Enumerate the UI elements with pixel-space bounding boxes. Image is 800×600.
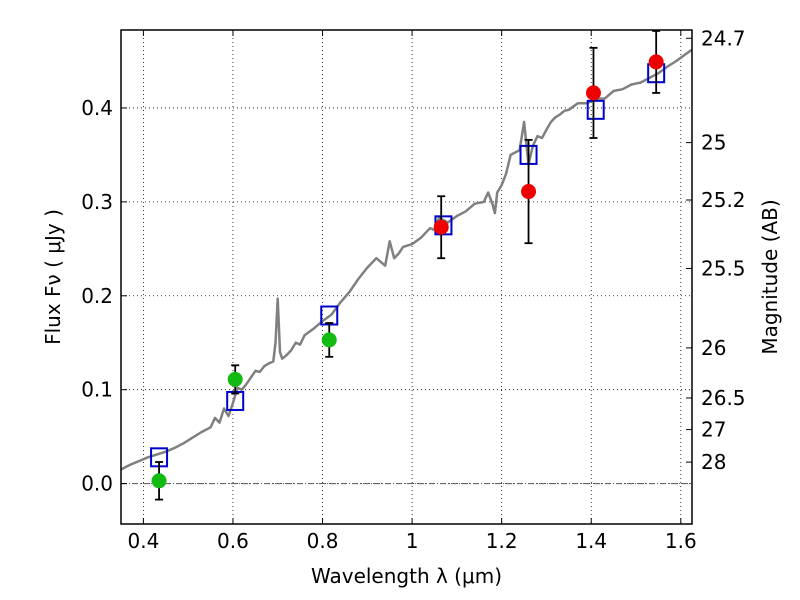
model-photometry-square — [586, 99, 605, 120]
x-tick-label: 1 — [406, 529, 419, 553]
y-tick-label: 0.0 — [81, 472, 113, 496]
y-axis-ticks: 0.0 0.1 0.2 0.3 0.4 — [81, 96, 127, 496]
magnitude-tick-label: 25.5 — [701, 256, 746, 280]
magnitude-tick-label: 26 — [701, 336, 726, 360]
magnitude-tick-label: 25 — [701, 131, 726, 155]
nir-photometry-point — [521, 184, 537, 200]
nir-photometry-point — [433, 219, 449, 235]
x-tick-label: 0.6 — [217, 529, 249, 553]
magnitude-axis-label: Magnitude (AB) — [758, 199, 782, 354]
magnitude-tick-label: 24.7 — [701, 26, 746, 50]
magnitude-axis-ticks: 24.7 25 25.2 25.5 26 26.5 27 28 — [686, 26, 746, 474]
nir-photometry-point — [585, 85, 601, 101]
y-tick-label: 0.2 — [81, 284, 113, 308]
x-tick-label: 0.4 — [127, 529, 159, 553]
x-tick-label: 1.4 — [575, 529, 607, 553]
spectrum-line — [120, 48, 693, 471]
magnitude-tick-label: 28 — [701, 450, 726, 474]
optical-photometry-point — [321, 332, 337, 348]
x-axis-ticks: 0.4 0.6 0.8 1 1.2 1.4 1.6 — [127, 30, 697, 553]
y-tick-label: 0.3 — [81, 190, 113, 214]
optical-photometry-point — [151, 473, 167, 489]
optical-photometry-point — [227, 371, 243, 387]
y-axis-label: Flux Fν ( μJy ) — [41, 209, 65, 345]
x-tick-label: 1.2 — [486, 529, 518, 553]
y-tick-label: 0.4 — [81, 96, 113, 120]
grid — [121, 30, 692, 524]
plot-area — [120, 30, 693, 501]
x-tick-label: 0.8 — [307, 529, 339, 553]
y-tick-label: 0.1 — [81, 378, 113, 402]
nir-photometry-point — [648, 54, 664, 70]
magnitude-tick-label: 26.5 — [701, 386, 746, 410]
magnitude-tick-label: 25.2 — [701, 188, 746, 212]
x-axis-label: Wavelength λ (μm) — [311, 564, 502, 588]
x-tick-label: 1.6 — [665, 529, 697, 553]
plot-frame — [120, 29, 693, 525]
magnitude-tick-label: 27 — [701, 418, 726, 442]
